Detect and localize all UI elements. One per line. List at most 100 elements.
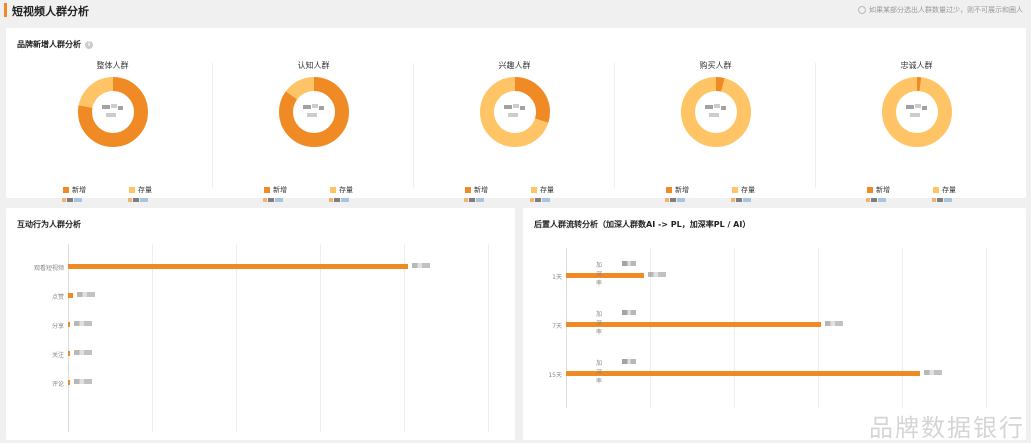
- legend-swatch: [465, 187, 471, 193]
- bar[interactable]: [68, 380, 70, 385]
- redacted-bar-value: [77, 292, 96, 297]
- bar[interactable]: [566, 371, 920, 376]
- bar-category-label: 评论: [51, 381, 64, 388]
- donut-center-value: [502, 103, 528, 121]
- segment-donut-chart[interactable]: [881, 76, 953, 148]
- redacted-value: [110, 104, 117, 108]
- donut-slice-stock: [278, 77, 349, 147]
- redacted-value: [302, 105, 311, 109]
- redacted-rate-value: [622, 310, 636, 315]
- bar[interactable]: [566, 322, 821, 327]
- legend-item-new[interactable]: 新增: [666, 185, 689, 195]
- grid-line: [818, 248, 819, 408]
- legend-label: 新增: [675, 186, 689, 194]
- crowd-segment: 购买人群新增存量占比占比: [615, 58, 816, 216]
- redacted-value: [866, 197, 870, 202]
- legend-item-stock[interactable]: 存量: [330, 185, 353, 195]
- redacted-value: [140, 197, 148, 202]
- legend-item-new[interactable]: 新增: [264, 185, 287, 195]
- brand-section-title: 品牌新增人群分析 i: [17, 39, 93, 50]
- legend-swatch: [933, 187, 939, 193]
- redacted-value: [275, 197, 283, 202]
- legend-swatch: [867, 187, 873, 193]
- redacted-value: [720, 106, 726, 110]
- legend-label: 存量: [942, 186, 956, 194]
- redacted-value: [871, 197, 877, 202]
- bar-category-label: 7天: [552, 323, 562, 330]
- donut-slice-stock: [881, 77, 952, 147]
- segment-title: 兴趣人群: [498, 61, 531, 70]
- legend-item-new[interactable]: 新增: [465, 185, 488, 195]
- legend-item-new[interactable]: 新增: [867, 185, 890, 195]
- redacted-value: [268, 197, 274, 202]
- donut-slice-stock: [77, 77, 148, 147]
- segment-donut-chart[interactable]: [278, 76, 350, 148]
- grid-line: [404, 244, 405, 432]
- redacted-rate-value: [622, 261, 636, 266]
- redacted-value: [932, 197, 936, 202]
- segment-donut-chart[interactable]: [680, 76, 752, 148]
- segment-title: 忠诚人群: [900, 61, 933, 70]
- count-row: [865, 196, 886, 203]
- redacted-value: [914, 104, 921, 108]
- redacted-value: [519, 106, 525, 110]
- redacted-value: [117, 106, 123, 110]
- redacted-value: [704, 105, 713, 109]
- page-title: 短视频人群分析: [12, 5, 89, 18]
- interaction-section-title: 互动行为人群分析: [17, 219, 81, 230]
- redacted-value: [263, 197, 267, 202]
- segment-title: 整体人群: [96, 61, 129, 70]
- legend-label: 新增: [273, 186, 287, 194]
- redacted-value: [306, 113, 317, 117]
- redacted-value: [329, 197, 333, 202]
- legend-label: 新增: [474, 186, 488, 194]
- segment-divider: [815, 63, 816, 188]
- redacted-value: [731, 197, 735, 202]
- redacted-value: [878, 197, 886, 202]
- legend-item-stock[interactable]: 存量: [933, 185, 956, 195]
- redacted-value: [535, 197, 541, 202]
- bar[interactable]: [68, 293, 74, 298]
- info-icon[interactable]: i: [85, 40, 93, 49]
- grid-line: [152, 244, 153, 432]
- segment-donut-chart[interactable]: [479, 76, 551, 148]
- legend-swatch: [666, 187, 672, 193]
- legend-item-stock[interactable]: 存量: [531, 185, 554, 195]
- redacted-value: [512, 104, 519, 108]
- watermark: 品牌数据银行: [869, 414, 1025, 442]
- redacted-bar-value: [924, 370, 942, 375]
- count-row: [127, 196, 148, 203]
- segment-title: 购买人群: [699, 61, 732, 70]
- legend-label: 存量: [540, 186, 554, 194]
- legend-item-stock[interactable]: 存量: [129, 185, 152, 195]
- bar-category-label: 观看短视频: [33, 265, 64, 272]
- redacted-bar-value: [412, 263, 430, 268]
- legend-label: 存量: [339, 186, 353, 194]
- flow-section-title: 后置人群流转分析（加深人群数AI -> PL，加深率PL / AI）: [534, 219, 750, 230]
- legend-label: 存量: [741, 186, 755, 194]
- bar[interactable]: [566, 273, 644, 278]
- interaction-section-title-text: 互动行为人群分析: [17, 220, 81, 229]
- bar[interactable]: [68, 264, 408, 269]
- brand-section-title-text: 品牌新增人群分析: [17, 40, 81, 49]
- redacted-value: [713, 104, 720, 108]
- redacted-value: [476, 197, 484, 202]
- legend-item-new[interactable]: 新增: [63, 185, 86, 195]
- bar[interactable]: [68, 322, 71, 327]
- legend-swatch: [330, 187, 336, 193]
- header-hint-text: 如果某部分选出人群数量过少，则不可展示和圈人: [869, 6, 1023, 14]
- legend-swatch: [129, 187, 135, 193]
- bar-category-label: 分享: [51, 323, 64, 330]
- redacted-value: [921, 106, 927, 110]
- count-row: [463, 196, 484, 203]
- redacted-value: [670, 197, 676, 202]
- bar[interactable]: [68, 351, 70, 356]
- donut-center-value: [703, 103, 729, 121]
- donut-slice-stock: [680, 77, 751, 147]
- redacted-bar-value: [74, 379, 92, 384]
- redacted-value: [101, 105, 110, 109]
- segment-donut-chart[interactable]: [77, 76, 149, 148]
- redacted-rate-value: [622, 359, 636, 364]
- redacted-value: [708, 113, 719, 117]
- legend-item-stock[interactable]: 存量: [732, 185, 755, 195]
